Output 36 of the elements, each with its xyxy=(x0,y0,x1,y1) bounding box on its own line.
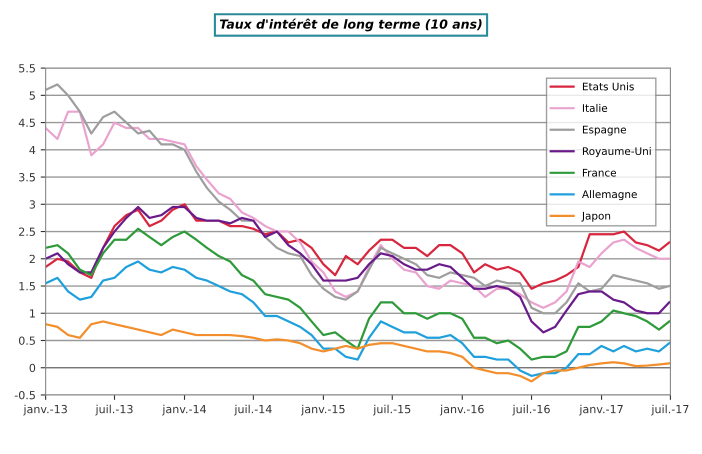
y-tick-label: 3.5 xyxy=(19,173,35,182)
y-tick-label: 3 xyxy=(30,200,36,209)
x-tick-label: juil.-14 xyxy=(234,404,272,416)
y-tick-label: 5 xyxy=(30,91,35,100)
y-tick-label: -0.5 xyxy=(14,390,35,400)
legend-label: Allemagne xyxy=(582,190,637,200)
line-series xyxy=(46,203,670,290)
x-tick-label: janv.-13 xyxy=(23,404,67,416)
y-tick-label: 2.5 xyxy=(19,228,35,236)
x-tick-label: juil.-13 xyxy=(95,404,133,416)
line-series xyxy=(46,206,670,334)
y-tick-label: 0 xyxy=(30,364,36,372)
y-tick-label: 0.5 xyxy=(18,336,35,345)
x-tick-label: janv.-14 xyxy=(162,404,206,416)
y-tick-label: 4.5 xyxy=(18,118,35,127)
y-tick-label: 1 xyxy=(30,309,35,318)
x-tick-label: janv.-15 xyxy=(301,404,345,416)
y-tick-label: 2 xyxy=(30,254,35,263)
y-tick-label: 4 xyxy=(29,146,36,154)
legend-label: Japon xyxy=(581,212,610,222)
line-series xyxy=(46,320,670,382)
chart-title: Taux d'intérêt de long terme (10 ans) xyxy=(220,18,482,32)
x-tick-label: janv.-17 xyxy=(579,404,623,416)
x-tick-label: janv.-16 xyxy=(440,404,484,416)
x-tick-label: juil.-16 xyxy=(512,404,550,416)
legend-label: France xyxy=(582,168,616,177)
x-tick-label: juil.-15 xyxy=(373,404,410,416)
x-tick-label: juil.-17 xyxy=(651,404,688,416)
legend-label: Etats Unis xyxy=(582,82,634,90)
line-series xyxy=(46,228,670,361)
legend-label: Italie xyxy=(582,104,608,112)
legend-label: Espagne xyxy=(582,126,626,136)
y-tick-label: 1.5 xyxy=(19,282,35,290)
line-series xyxy=(46,260,670,378)
y-tick-label: 5.5 xyxy=(19,64,35,72)
legend-label: Royaume-Uni xyxy=(582,146,651,158)
